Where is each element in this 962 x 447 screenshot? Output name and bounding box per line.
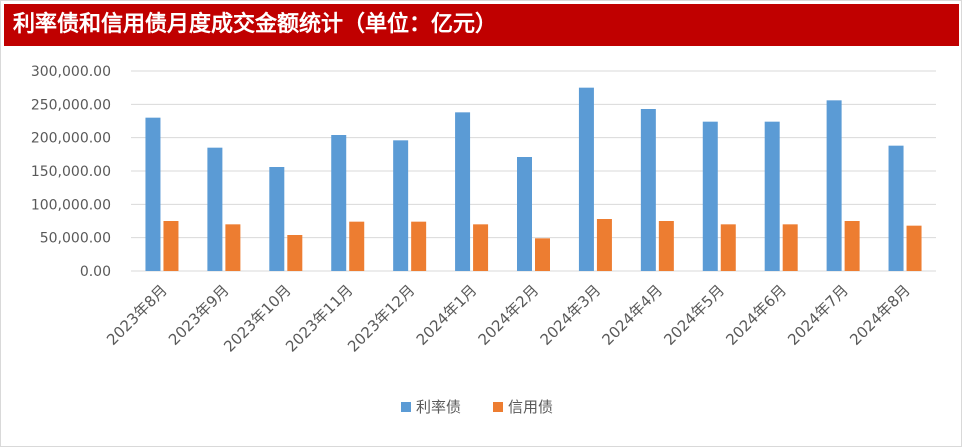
x-tick-label: 2024年4月 [598,281,666,349]
bar-rate-bond [764,121,780,272]
x-tick-label: 2023年8月 [103,281,171,349]
x-tick-label: 2024年1月 [413,281,481,349]
bar-credit-bond [225,224,241,271]
bar-credit-bond [844,221,860,271]
bar-credit-bond [473,224,489,271]
bar-rate-bond [393,140,409,271]
bar-rate-bond [517,157,532,271]
bar-rate-bond [269,167,285,271]
y-tick-label: 300,000.00 [31,64,111,80]
bar-rate-bond [640,109,656,271]
x-tick-label: 2024年3月 [537,281,605,349]
y-tick-label: 50,000.00 [40,231,111,247]
x-tick-label: 2023年9月 [165,281,233,349]
x-tick-label: 2024年8月 [846,281,914,349]
x-tick-label: 2024年6月 [722,281,790,349]
x-tick-label: 2024年5月 [660,281,728,349]
bar-rate-bond [455,112,471,271]
bar-credit-bond [906,225,922,271]
bar-credit-bond [349,221,365,271]
legend-swatch-rate-bond [401,402,411,412]
y-tick-label: 150,000.00 [31,164,111,180]
bar-rate-bond [826,100,842,271]
bar-rate-bond [145,117,161,272]
bar-credit-bond [596,219,612,271]
y-tick-label: 250,000.00 [31,97,111,113]
x-tick-label: 2023年12月 [344,281,418,355]
bar-credit-bond [720,224,736,271]
title-bar: 利率债和信用债月度成交金额统计（单位：亿元） [4,4,959,46]
bar-credit-bond [411,221,427,271]
legend-swatch-credit-bond [493,402,503,412]
bar-credit-bond [782,224,798,271]
bar-rate-bond [207,147,223,271]
bar-rate-bond [578,87,594,272]
x-tick-label: 2024年2月 [475,281,543,349]
bar-rate-bond [702,121,718,272]
bar-credit-bond [658,221,674,271]
bar-rate-bond [888,145,904,271]
x-tick-label: 2024年7月 [784,281,852,349]
bar-credit-bond [535,238,550,271]
y-tick-label: 0.00 [80,264,111,280]
bar-rate-bond [331,135,347,271]
y-tick-label: 200,000.00 [31,131,111,147]
legend-label-credit-bond: 信用债 [508,398,553,416]
chart-title: 利率债和信用债月度成交金额统计（单位：亿元） [13,12,498,37]
y-tick-label: 100,000.00 [31,197,111,213]
bar-credit-bond [163,221,179,271]
bar-credit-bond [287,235,303,271]
legend-label-rate-bond: 利率债 [416,398,461,416]
